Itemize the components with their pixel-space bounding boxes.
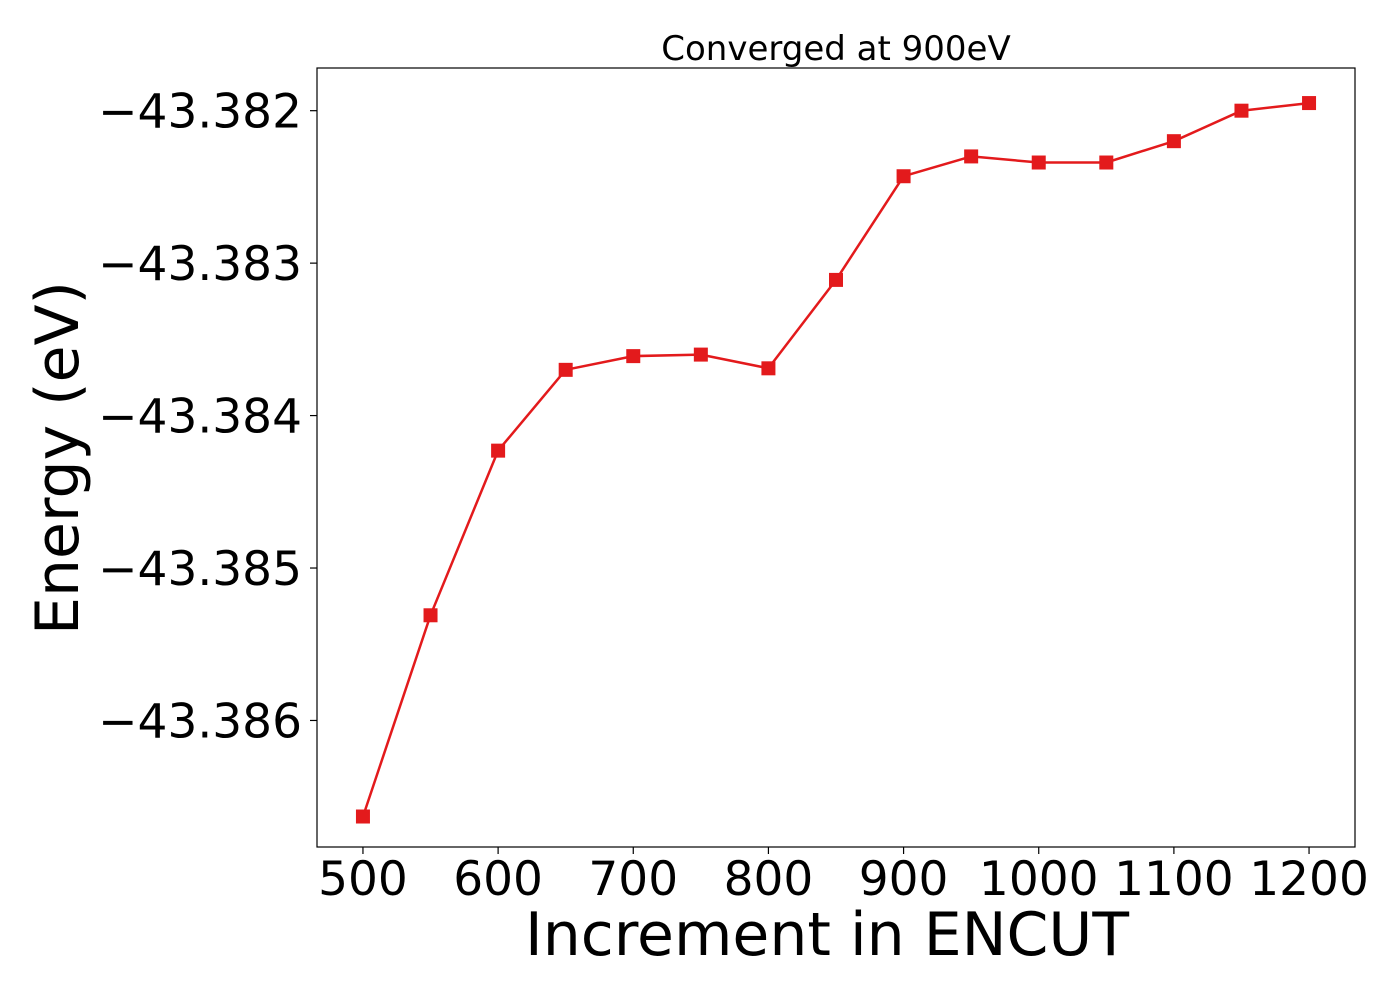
chart-title: Converged at 900eV <box>661 29 1010 69</box>
data-point-marker <box>558 362 573 377</box>
y-tick-label: −43.385 <box>98 542 302 597</box>
data-point-marker <box>829 272 843 287</box>
data-point-marker <box>693 347 708 362</box>
x-tick-label: 1100 <box>1114 852 1234 907</box>
data-point-marker <box>1031 155 1046 170</box>
y-tick-label: −43.382 <box>98 85 302 140</box>
x-tick-label: 900 <box>859 852 949 907</box>
series-layer <box>355 96 1317 824</box>
y-tick-label: −43.384 <box>98 390 302 445</box>
plot-frame <box>316 67 1356 848</box>
data-point-marker <box>1234 103 1249 118</box>
x-tick-label: 800 <box>724 852 814 907</box>
data-point-marker <box>355 809 370 824</box>
y-tick-label: −43.386 <box>98 694 302 749</box>
data-point-marker <box>896 169 911 184</box>
data-point-marker <box>423 608 438 623</box>
data-point-marker <box>761 361 776 376</box>
y-axis-ticks: −43.386 −43.385 −43.384 −43.383 −43.382 <box>98 85 317 749</box>
x-tick-label: 1000 <box>979 852 1099 907</box>
data-point-marker <box>626 349 641 364</box>
data-point-marker <box>964 149 979 164</box>
x-tick-label: 1200 <box>1249 852 1369 907</box>
x-tick-label: 600 <box>453 852 543 907</box>
data-point-marker <box>491 443 506 458</box>
x-axis-label: Increment in ENCUT <box>525 900 1129 970</box>
y-axis-label: Energy (eV) <box>23 281 93 635</box>
x-tick-label: 500 <box>318 852 408 907</box>
data-point-marker <box>1302 96 1317 111</box>
x-axis-ticks: 500 600 700 800 900 1000 1100 1200 <box>318 847 1369 907</box>
x-tick-label: 700 <box>588 852 678 907</box>
y-tick-label: −43.383 <box>98 237 302 292</box>
data-point-marker <box>1099 155 1114 170</box>
data-point-marker <box>1166 134 1181 149</box>
